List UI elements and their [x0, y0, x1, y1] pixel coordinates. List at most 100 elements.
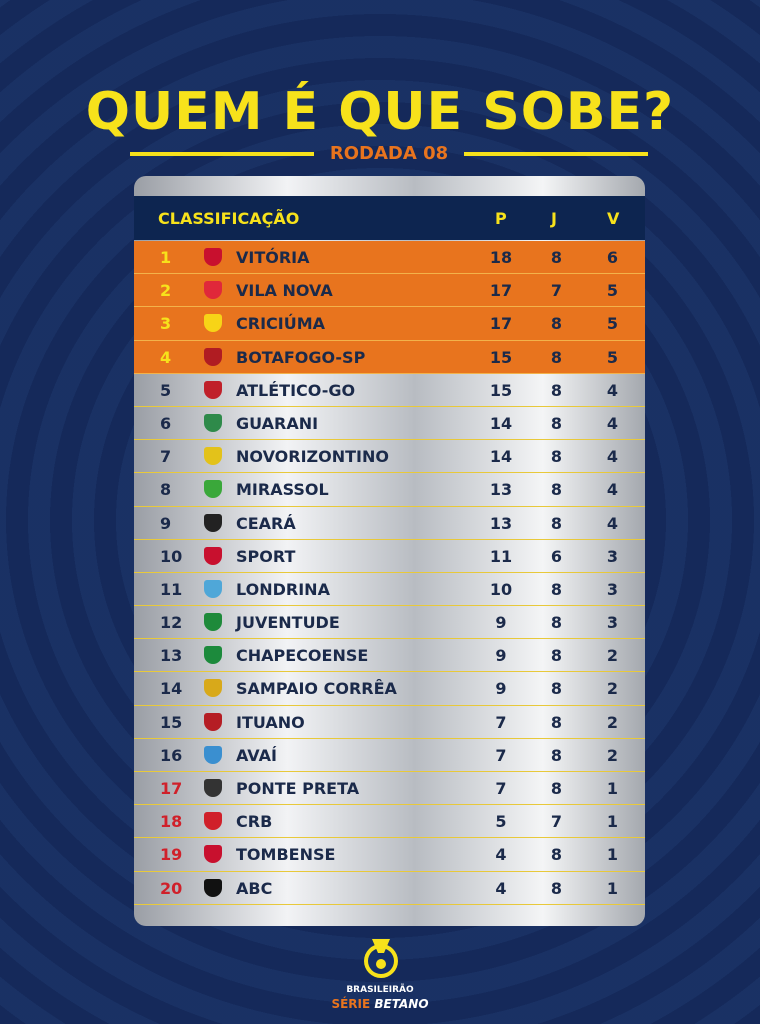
- team-crest-icon: [204, 646, 222, 665]
- points: 13: [489, 513, 513, 533]
- position: 7: [160, 447, 172, 467]
- points: 17: [489, 314, 513, 334]
- table-row: 9 CEARÁ 13 8 4: [134, 507, 645, 540]
- games: 8: [550, 745, 563, 765]
- team-crest-icon: [204, 679, 222, 698]
- games: 8: [550, 779, 563, 798]
- table-row: 3 CRICIÚMA 17 8 5: [134, 307, 645, 341]
- points: 14: [489, 447, 513, 467]
- team-name: CRB: [236, 812, 273, 832]
- team-name: VITÓRIA: [236, 248, 310, 267]
- points: 17: [489, 281, 513, 301]
- team-crest-icon: [204, 447, 222, 466]
- wins: 4: [606, 447, 619, 467]
- wins: 5: [606, 347, 619, 367]
- team-crest-icon: [204, 480, 222, 499]
- table-row: 10 SPORT 11 6 3: [134, 540, 645, 573]
- team-crest-icon: [204, 248, 222, 266]
- wins: 1: [606, 878, 619, 898]
- wins: 1: [606, 812, 619, 832]
- table-row: 6 GUARANI 14 8 4: [134, 407, 645, 441]
- serie-label: SÉRIE: [331, 997, 371, 1011]
- team-name: NOVORIZONTINO: [236, 447, 389, 467]
- sponsor-label: BETANO: [374, 997, 429, 1011]
- wins: 4: [606, 480, 619, 500]
- team-name: ITUANO: [236, 712, 305, 732]
- wins: 2: [606, 712, 619, 732]
- team-crest-icon: [204, 613, 222, 632]
- points: 9: [495, 613, 507, 633]
- team-name: CHAPECOENSE: [236, 646, 369, 666]
- round-label-row: RODADA 08: [130, 143, 649, 164]
- games: 8: [550, 646, 563, 666]
- position: 13: [160, 646, 183, 666]
- position: 10: [160, 546, 183, 566]
- wins: 4: [606, 413, 619, 433]
- position: 12: [160, 613, 183, 633]
- wins: 1: [606, 779, 619, 798]
- games: 8: [550, 712, 563, 732]
- wins: 1: [606, 845, 619, 865]
- position: 11: [160, 579, 183, 599]
- team-name: SAMPAIO CORRÊA: [236, 679, 397, 699]
- games: 8: [550, 878, 563, 898]
- games: 8: [550, 679, 563, 699]
- table-row: 19 TOMBENSE 4 8 1: [134, 838, 645, 872]
- team-crest-icon: [204, 745, 222, 764]
- team-crest-icon: [204, 513, 222, 532]
- games: 8: [550, 447, 563, 467]
- wins: 3: [606, 613, 619, 633]
- wins: 2: [606, 745, 619, 765]
- position: 8: [160, 480, 172, 500]
- position: 9: [160, 513, 172, 533]
- table-row: 20 ABC 4 8 1: [134, 872, 645, 905]
- table-row: 17 PONTE PRETA 7 8 1: [134, 772, 645, 806]
- team-name: MIRASSOL: [236, 480, 329, 500]
- position: 18: [160, 812, 183, 832]
- wins: 4: [606, 513, 619, 533]
- position: 5: [160, 380, 172, 400]
- header-wins: V: [607, 209, 620, 228]
- wins: 3: [606, 579, 619, 599]
- table-row: 4 BOTAFOGO-SP 15 8 5: [134, 340, 645, 374]
- games: 8: [550, 513, 563, 533]
- table-row: 14 SAMPAIO CORRÊA 9 8 2: [134, 672, 645, 706]
- table-row: 18 CRB 5 7 1: [134, 805, 645, 839]
- team-name: CEARÁ: [236, 513, 296, 533]
- wins: 2: [606, 646, 619, 666]
- table-row: 12 JUVENTUDE 9 8 3: [134, 606, 645, 640]
- position: 20: [160, 878, 183, 898]
- position: 16: [160, 745, 183, 765]
- points: 15: [489, 380, 513, 400]
- points: 4: [495, 878, 507, 898]
- team-crest-icon: [204, 845, 222, 864]
- points: 7: [495, 745, 507, 765]
- table-row: 13 CHAPECOENSE 9 8 2: [134, 639, 645, 673]
- table-body: 1 VITÓRIA 18 8 6 2 VILA NOVA 17 7 5 3 CRICIÚMA 17 8 5 4…: [134, 241, 645, 905]
- team-name: CRICIÚMA: [236, 314, 326, 334]
- team-name: SPORT: [236, 546, 296, 566]
- header-games: J: [551, 209, 557, 228]
- position: 15: [160, 712, 183, 732]
- divider: [464, 151, 649, 156]
- page-title: QUEM É QUE SOBE?: [85, 82, 675, 142]
- points: 15: [489, 347, 513, 367]
- position: 4: [160, 347, 172, 367]
- team-name: TOMBENSE: [236, 845, 336, 865]
- points: 4: [495, 845, 507, 865]
- brasileirao-trophy-logo: [364, 939, 398, 978]
- team-name: PONTE PRETA: [236, 779, 360, 798]
- points: 18: [489, 248, 513, 267]
- points: 9: [495, 679, 507, 699]
- table-row: 7 NOVORIZONTINO 14 8 4: [134, 440, 645, 474]
- header-points: P: [495, 209, 507, 228]
- team-name: AVAÍ: [236, 745, 277, 765]
- points: 13: [489, 480, 513, 500]
- team-crest-icon: [204, 546, 222, 565]
- team-name: GUARANI: [236, 413, 319, 433]
- games: 7: [550, 281, 563, 301]
- games: 6: [550, 546, 563, 566]
- team-crest-icon: [204, 878, 222, 897]
- points: 5: [495, 812, 507, 832]
- table-row: 1 VITÓRIA 18 8 6: [134, 241, 645, 275]
